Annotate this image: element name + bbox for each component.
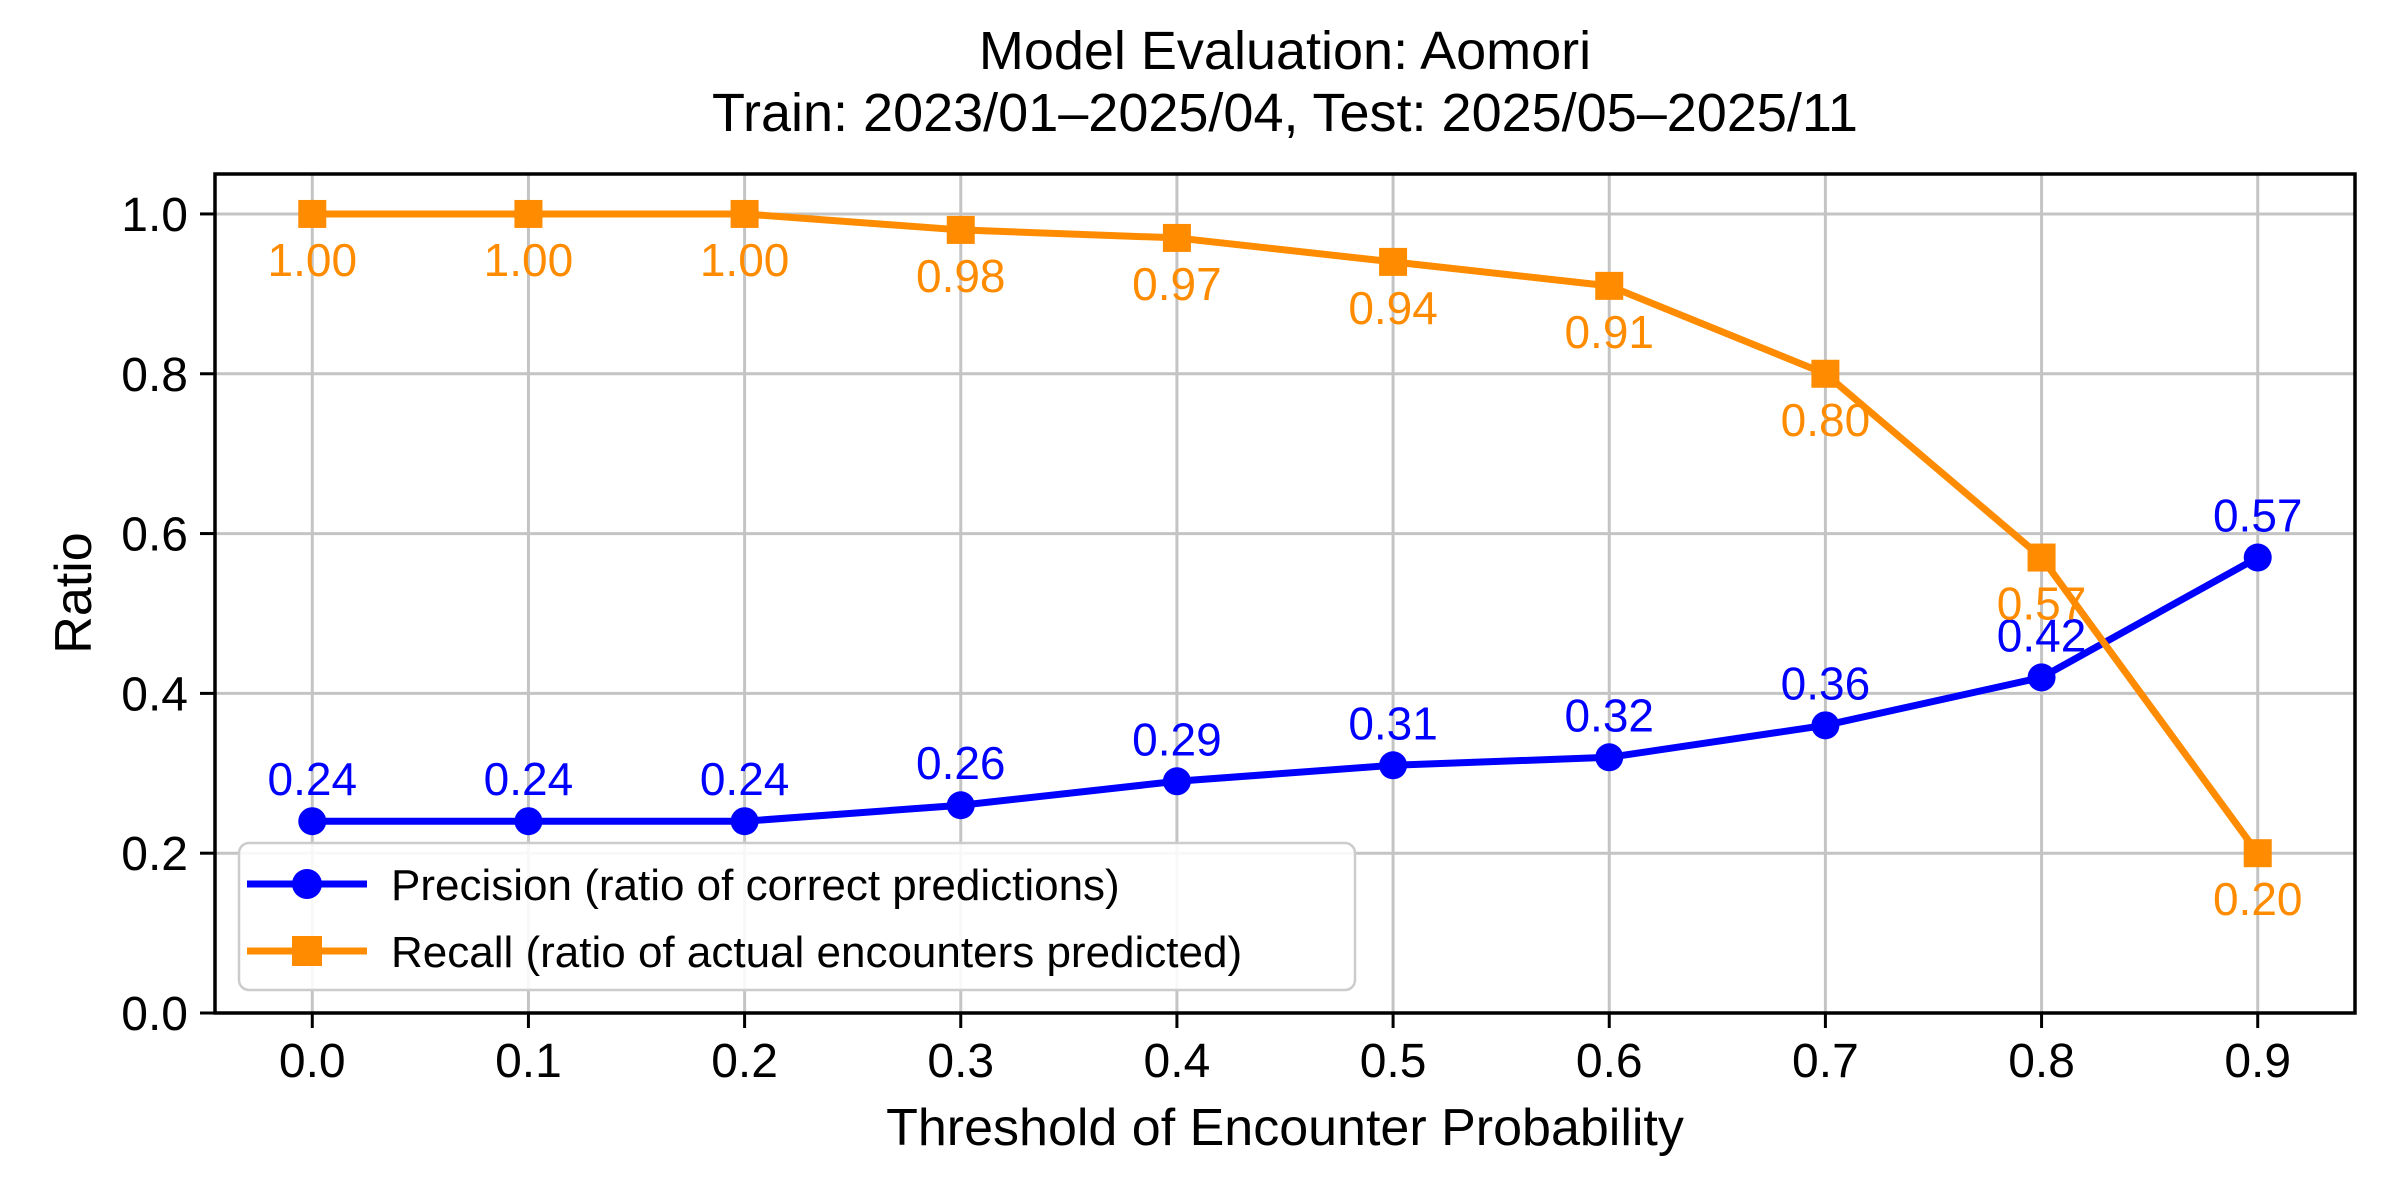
recall-line	[312, 210, 2261, 856]
precision-marker	[1379, 751, 1408, 780]
legend-recall-marker	[292, 936, 322, 966]
recall-marker	[2243, 839, 2272, 868]
recall-marker	[2027, 543, 2056, 572]
chart-title: Model Evaluation: Aomori	[978, 21, 1592, 81]
legend-precision-label: Precision (ratio of correct predictions)	[391, 861, 1120, 910]
recall-value-label: 0.97	[1132, 258, 1222, 310]
precision-marker	[2243, 543, 2272, 572]
recall-value-label: 0.94	[1348, 282, 1438, 334]
y-tick-label: 0.2	[121, 828, 188, 881]
x-tick-label: 0.7	[1792, 1035, 1859, 1088]
precision-value-label: 0.26	[916, 737, 1006, 789]
precision-marker	[1162, 767, 1191, 796]
x-tick-label: 0.0	[279, 1035, 346, 1088]
precision-value-label: 0.31	[1348, 697, 1438, 749]
precision-marker	[298, 807, 327, 836]
precision-value-label: 0.24	[268, 753, 358, 805]
x-tick-label: 0.8	[2008, 1035, 2075, 1088]
y-tick-label: 0.4	[121, 668, 188, 721]
precision-line	[312, 554, 2260, 825]
recall-marker	[1811, 359, 1840, 388]
legend-recall-label: Recall (ratio of actual encounters predi…	[391, 928, 1242, 977]
recall-value-label: 0.80	[1781, 394, 1871, 446]
x-axis-label: Threshold of Encounter Probability	[886, 1099, 1684, 1157]
x-tick-label: 0.5	[1360, 1035, 1427, 1088]
recall-value-label: 0.57	[1997, 578, 2087, 630]
precision-value-label: 0.29	[1132, 713, 1222, 765]
recall-marker	[1379, 247, 1408, 276]
precision-marker	[1595, 743, 1624, 772]
y-tick-label: 0.6	[121, 509, 188, 562]
x-tick-label: 0.6	[1576, 1035, 1643, 1088]
precision-value-label: 0.24	[700, 753, 790, 805]
y-tick-label: 0.0	[121, 988, 188, 1041]
precision-marker	[1811, 711, 1840, 740]
y-tick-label: 1.0	[121, 189, 188, 242]
recall-marker	[946, 215, 975, 244]
precision-value-label: 0.24	[484, 753, 574, 805]
recall-marker	[298, 199, 327, 228]
precision-marker	[946, 791, 975, 820]
precision-marker	[2027, 663, 2056, 692]
legend-box	[237, 841, 1357, 992]
precision-marker	[730, 807, 759, 836]
chart-subtitle: Train: 2023/01–2025/04, Test: 2025/05–20…	[712, 83, 1858, 143]
x-tick-label: 0.1	[495, 1035, 562, 1088]
precision-value-label: 0.57	[2213, 490, 2303, 542]
x-tick-label: 0.4	[1144, 1035, 1211, 1088]
precision-value-label: 0.36	[1781, 657, 1871, 709]
recall-value-label: 1.00	[700, 234, 790, 286]
recall-value-label: 0.91	[1564, 306, 1654, 358]
recall-marker	[1162, 223, 1191, 252]
x-tick-label: 0.2	[711, 1035, 778, 1088]
recall-value-label: 0.20	[2213, 873, 2303, 925]
recall-value-label: 1.00	[484, 234, 574, 286]
y-tick-label: 0.8	[121, 349, 188, 402]
recall-marker	[514, 199, 543, 228]
axes-spines	[213, 172, 2357, 1015]
precision-value-label: 0.32	[1564, 689, 1654, 741]
precision-marker	[514, 807, 543, 836]
x-tick-label: 0.3	[927, 1035, 994, 1088]
recall-value-label: 1.00	[268, 234, 358, 286]
x-tick-label: 0.9	[2224, 1035, 2291, 1088]
recall-marker	[1595, 271, 1624, 300]
recall-value-label: 0.98	[916, 250, 1006, 302]
legend-precision-marker	[292, 869, 322, 899]
recall-marker	[730, 199, 759, 228]
precision-value-label: 0.42	[1997, 609, 2087, 661]
